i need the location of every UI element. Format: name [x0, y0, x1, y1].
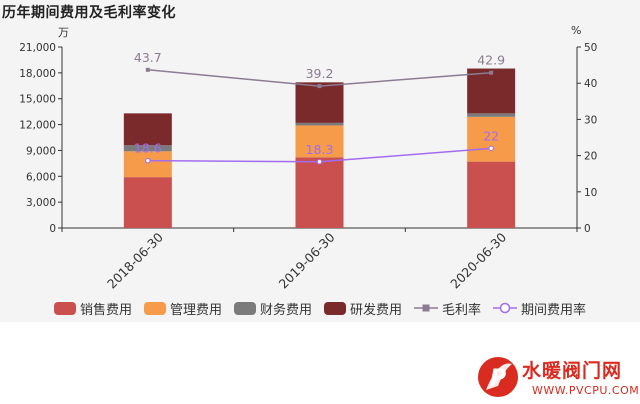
left-axis-tick-label: 0: [49, 223, 56, 235]
left-axis-tick-label: 18,000: [19, 68, 56, 80]
bar-segment: [123, 113, 172, 146]
left-axis-tick-label: 6,000: [26, 171, 56, 183]
bar-segment: [295, 82, 344, 123]
x-axis-tick-label: 2019-06-30: [276, 229, 338, 291]
watermark-url: WWW.PVCPU.COM: [532, 384, 640, 397]
line-point-marker: [488, 145, 494, 152]
watermark-logo-icon: P: [478, 357, 518, 397]
left-axis-tick-label: 9,000: [26, 145, 56, 157]
bar-segment: [123, 145, 172, 152]
legend-label-sales: 销售费用: [79, 302, 132, 318]
line-data-label: 18.3: [306, 142, 334, 157]
right-axis-tick-label: 50: [584, 42, 597, 54]
legend-label-gross-margin: 毛利率: [442, 302, 482, 318]
right-axis-tick-label: 20: [584, 151, 597, 163]
x-axis-tick-label: 2020-06-30: [447, 229, 509, 291]
legend-label-rnd: 研发费用: [350, 302, 403, 318]
legend-label-finance: 财务费用: [259, 302, 312, 318]
line-data-label: 43.7: [134, 50, 162, 65]
right-axis-tick-label: 0: [584, 223, 591, 235]
chart-title: 历年期间费用及毛利率变化: [2, 5, 176, 21]
chart-canvas: 0 3,000 6,000 9,000 12,000 15,000 18,000 21,000…: [19, 42, 597, 291]
line-data-label: 18.6: [134, 141, 162, 156]
line-data-label: 22: [483, 128, 499, 143]
line-data-label: 42.9: [477, 53, 505, 68]
legend-swatch-sales: [53, 301, 76, 315]
legend-line-square-icon: [414, 304, 439, 312]
right-axis-tick-label: 40: [584, 78, 597, 90]
legend-item-sales[interactable]: 销售费用: [53, 299, 132, 318]
left-axis-tick-label: 21,000: [19, 42, 56, 54]
legend-line-circle-icon: [493, 302, 518, 314]
right-axis-unit: %: [571, 24, 582, 37]
left-axis-tick-label: 3,000: [26, 197, 56, 209]
line-point-marker: [317, 84, 322, 89]
left-axis-tick-label: 15,000: [19, 94, 56, 106]
line-point-marker: [489, 70, 494, 75]
legend-item-expense-ratio[interactable]: 期间费用率: [493, 299, 586, 318]
line-point-marker: [316, 159, 323, 165]
legend-item-finance[interactable]: 财务费用: [233, 299, 312, 318]
bar-segment: [467, 113, 516, 117]
legend-swatch-rnd: [324, 301, 346, 315]
left-axis-unit: 万: [58, 26, 69, 39]
bar-segment: [467, 161, 516, 228]
watermark-logo-letter: P: [490, 366, 506, 391]
left-axis-tick-label: 12,000: [19, 120, 56, 132]
legend-item-admin[interactable]: 管理费用: [143, 299, 222, 318]
legend-item-rnd[interactable]: 研发费用: [324, 299, 402, 318]
watermark-name: 水暖阀门网: [522, 360, 623, 382]
bar-segment: [295, 122, 344, 126]
bar-segment: [295, 157, 344, 228]
line-data-label: 39.2: [306, 66, 334, 81]
legend-swatch-admin: [143, 301, 166, 315]
right-axis-tick-label: 10: [584, 187, 597, 199]
right-axis-tick-label: 30: [584, 114, 597, 126]
bar-segment: [467, 68, 516, 114]
legend-item-gross-margin[interactable]: 毛利率: [414, 299, 481, 318]
bar-segment: [295, 125, 344, 158]
legend-label-admin: 管理费用: [169, 302, 222, 318]
legend-label-expense-ratio: 期间费用率: [521, 302, 587, 318]
line-point-marker: [145, 157, 151, 164]
bar-segment: [467, 116, 516, 162]
line-point-marker: [145, 67, 150, 72]
legend-swatch-finance: [233, 301, 256, 315]
bar-segment: [123, 151, 172, 178]
chart-legend: 销售费用 管理费用 财务费用 研发费用 毛利率 期间费用率: [0, 298, 640, 318]
bar-segment: [123, 177, 172, 228]
x-axis-tick-label: 2018-06-30: [104, 229, 166, 291]
